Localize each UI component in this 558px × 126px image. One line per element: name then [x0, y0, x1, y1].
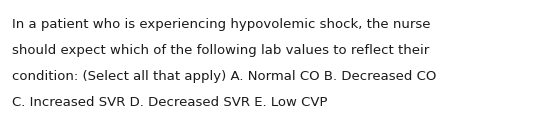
Text: C. Increased SVR D. Decreased SVR E. Low CVP: C. Increased SVR D. Decreased SVR E. Low… [12, 96, 328, 109]
Text: should expect which of the following lab values to reflect their: should expect which of the following lab… [12, 44, 429, 57]
Text: condition: (Select all that apply) A. Normal CO B. Decreased CO: condition: (Select all that apply) A. No… [12, 70, 436, 83]
Text: In a patient who is experiencing hypovolemic shock, the nurse: In a patient who is experiencing hypovol… [12, 18, 431, 31]
